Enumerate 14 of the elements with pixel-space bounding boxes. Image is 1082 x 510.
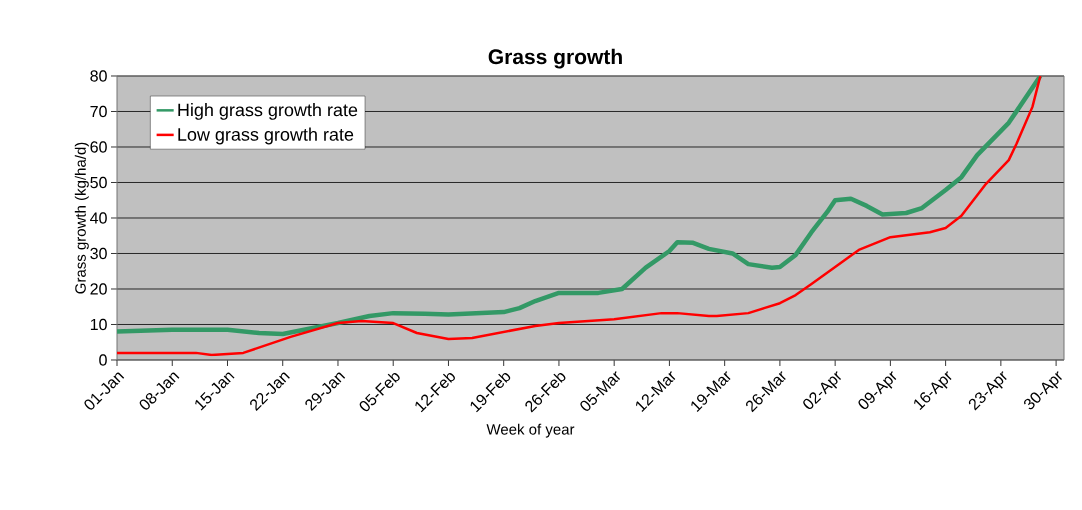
y-tick-label: 50 xyxy=(90,176,107,189)
legend-label: High grass growth rate xyxy=(178,103,358,120)
y-axis-title: Grass growth (kg/ha/d) xyxy=(74,142,89,294)
y-tick-label: 80 xyxy=(90,70,107,82)
y-tick-label: 10 xyxy=(90,318,107,331)
y-tick-label: 0 xyxy=(99,354,107,366)
chart-title: Grass growth xyxy=(488,48,622,69)
x-axis-title: Week of year xyxy=(486,423,575,438)
y-tick-label: 30 xyxy=(90,247,107,260)
y-tick-label: 40 xyxy=(90,212,107,224)
legend-label: Low grass growth rate xyxy=(178,127,354,145)
y-tick-label: 60 xyxy=(90,141,107,153)
y-tick-label: 70 xyxy=(90,105,107,118)
y-tick-label: 20 xyxy=(90,283,107,295)
